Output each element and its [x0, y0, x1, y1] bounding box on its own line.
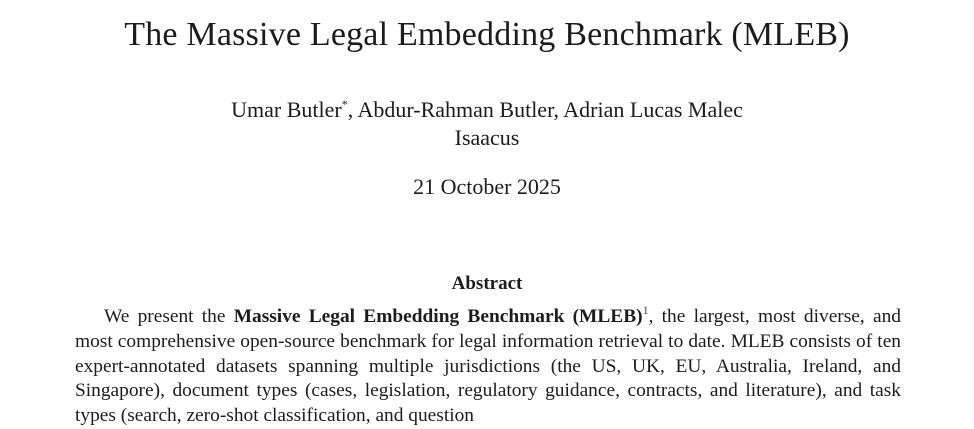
benchmark-name: Massive Legal Embedding Benchmark (MLEB)	[233, 306, 643, 327]
abstract-text: We present the Massive Legal Embedding B…	[75, 303, 901, 429]
author-affiliation: Isaacus	[454, 125, 520, 150]
author-list: Umar Butler*, Abdur-Rahman Butler, Adria…	[0, 96, 974, 124]
author-first: Umar Butler	[231, 97, 342, 122]
abstract-body-text: , the largest, most diverse, and most co…	[75, 306, 901, 427]
corresponding-author-marker[interactable]: *	[341, 97, 348, 111]
author-others: , Abdur-Rahman Butler, Adrian Lucas Male…	[347, 97, 743, 122]
abstract-heading: Abstract	[451, 273, 523, 294]
paper-title: The Massive Legal Embedding Benchmark (M…	[124, 16, 850, 53]
abstract-intro: We present the	[104, 306, 234, 327]
publication-date: 21 October 2025	[413, 174, 561, 199]
footnote-link[interactable]: 1	[642, 303, 649, 317]
